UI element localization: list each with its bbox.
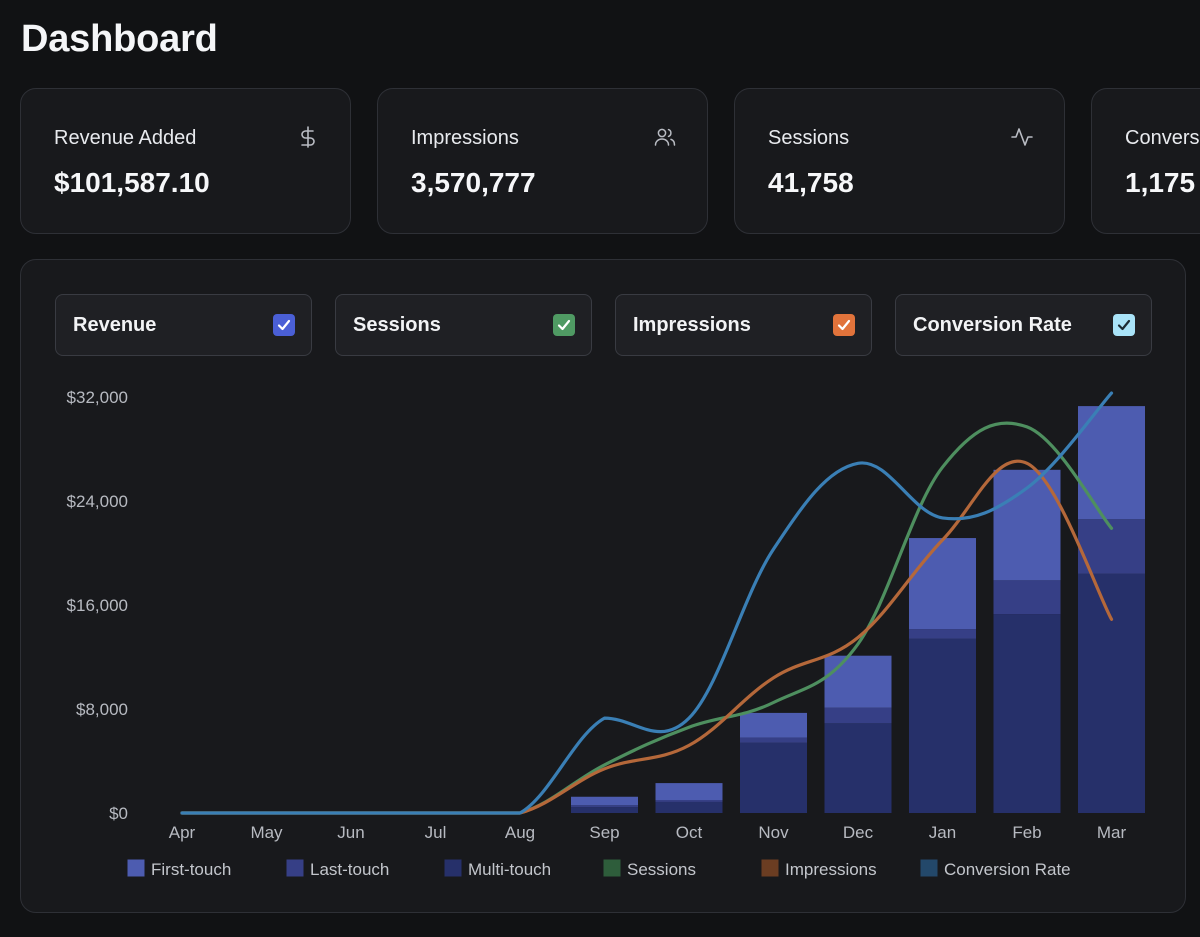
y-tick-label: $16,000 [67,596,128,615]
kpi-value: 3,570,777 [411,167,536,198]
checkbox-checked-icon[interactable] [1113,314,1135,336]
users-icon [653,125,677,149]
bar-last-touch [655,800,723,802]
kpi-row: Revenue Added $101,587.10 Impressions 3,… [0,0,1200,240]
x-tick-label: Mar [1097,823,1127,842]
toggle-label: Revenue [73,314,157,336]
kpi-label: Revenue Added [54,127,197,149]
bar-last-touch [824,707,892,724]
toggle-conversion-rate[interactable]: Conversion Rate [895,294,1152,356]
y-tick-label: $24,000 [67,492,128,511]
bar-first-touch [824,655,892,708]
bar-multi-touch [909,638,976,813]
x-tick-label: Jan [929,823,956,842]
bar-multi-touch [824,723,892,813]
x-tick-label: Jun [337,823,364,842]
legend-label: Conversion Rate [944,860,1071,879]
y-tick-label: $8,000 [76,700,128,719]
toggle-label: Sessions [353,314,441,336]
legend-swatch [603,859,621,877]
kpi-card-impressions: Impressions 3,570,777 [377,88,708,234]
toggle-revenue[interactable]: Revenue [55,294,312,356]
legend-swatch [444,859,462,877]
y-tick-label: $32,000 [67,388,128,407]
bar-multi-touch [740,742,807,813]
kpi-label: Impressions [411,127,519,149]
legend-label: Last-touch [310,860,389,879]
kpi-card-conversions: Conversions 1,175 [1091,88,1200,234]
kpi-value: 1,175 [1125,167,1196,198]
checkbox-checked-icon[interactable] [833,314,855,336]
x-tick-label: Oct [676,823,703,842]
legend-swatch [920,859,938,877]
toggle-label: Conversion Rate [913,314,1072,336]
x-tick-label: Feb [1012,823,1041,842]
legend-swatch [286,859,304,877]
legend-label: Multi-touch [468,860,551,879]
bar-first-touch [571,796,638,806]
x-tick-label: Dec [843,823,874,842]
checkbox-checked-icon[interactable] [273,314,295,336]
bar-last-touch [909,629,976,639]
toggle-sessions[interactable]: Sessions [335,294,592,356]
kpi-card-revenue-added: Revenue Added $101,587.10 [20,88,351,234]
dollar-icon [296,125,320,149]
kpi-card-sessions: Sessions 41,758 [734,88,1065,234]
bar-last-touch [740,737,807,743]
x-tick-label: Jul [425,823,447,842]
bar-last-touch [993,580,1061,615]
x-tick-label: Sep [589,823,619,842]
bar-first-touch [1078,406,1145,520]
kpi-label: Sessions [768,127,850,149]
x-tick-label: Nov [758,823,789,842]
checkbox-checked-icon[interactable] [553,314,575,336]
bar-last-touch [571,805,638,808]
bar-first-touch [655,783,723,800]
bar-first-touch [909,538,976,630]
bar-multi-touch [655,801,723,813]
bar-multi-touch [993,614,1061,813]
kpi-label: Conversions [1125,127,1200,149]
page-title: Dashboard [21,18,218,60]
x-tick-label: Apr [169,823,196,842]
y-tick-label: $0 [109,804,128,823]
x-tick-label: Aug [505,823,535,842]
legend-label: Sessions [627,860,696,879]
kpi-value: 41,758 [768,167,854,198]
bar-first-touch [740,712,807,738]
legend-label: First-touch [151,860,231,879]
bar-multi-touch [571,807,638,813]
activity-icon [1010,125,1034,149]
kpi-value: $101,587.10 [54,167,210,198]
legend-label: Impressions [785,860,877,879]
legend-swatch [761,859,779,877]
line-conversion-rate [180,391,1114,815]
toggle-label: Impressions [633,314,751,336]
legend-swatch [127,859,145,877]
x-tick-label: May [250,823,283,842]
toggle-impressions[interactable]: Impressions [615,294,872,356]
bar-multi-touch [1078,573,1145,813]
